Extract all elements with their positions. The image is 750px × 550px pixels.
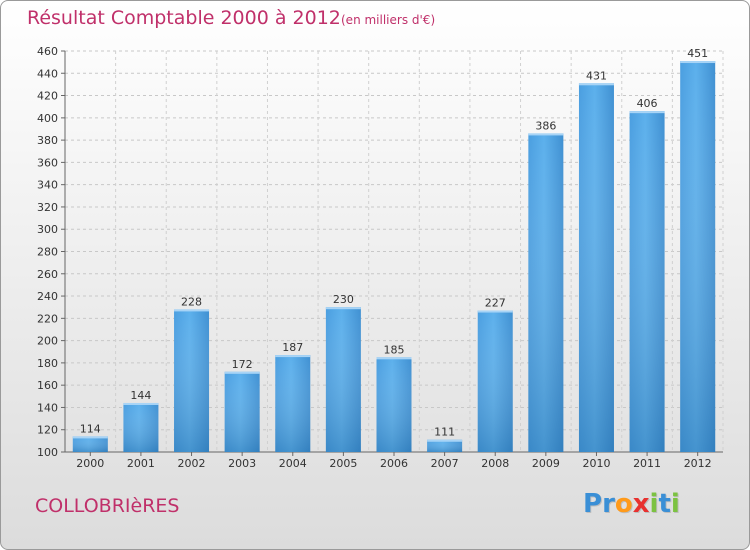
x-tick-label: 2012 (684, 457, 712, 470)
bar-top-highlight (376, 357, 412, 360)
y-tick-label: 260 (37, 268, 58, 281)
proxiti-logo: Proxiti (583, 489, 680, 519)
bar-top-highlight (275, 355, 311, 358)
x-tick-label: 2003 (228, 457, 256, 470)
data-label: 227 (485, 297, 506, 310)
chart-subtitle: (en milliers d'€) (341, 13, 436, 27)
y-tick-label: 420 (37, 90, 58, 103)
bar-shade (72, 436, 108, 452)
y-tick-label: 460 (37, 45, 58, 58)
data-label: 144 (130, 389, 151, 402)
bar-shade (123, 402, 159, 452)
bar-top-highlight (629, 111, 665, 114)
bar-top-highlight (123, 402, 159, 405)
bar-shade (174, 309, 210, 452)
x-tick-label: 2002 (178, 457, 206, 470)
data-label: 230 (333, 293, 354, 306)
x-tick-label: 2005 (329, 457, 357, 470)
data-label: 172 (232, 358, 253, 371)
x-tick-label: 2011 (633, 457, 661, 470)
logo-letter: i (670, 489, 680, 519)
bar-top-highlight (224, 371, 260, 374)
data-label: 185 (384, 343, 405, 356)
bar-top-highlight (174, 309, 210, 312)
x-tick-label: 2007 (431, 457, 459, 470)
logo-letter: x (632, 489, 650, 519)
y-tick-label: 140 (37, 401, 58, 414)
bar-shade (275, 355, 311, 452)
bar-shade (528, 133, 564, 452)
y-tick-label: 380 (37, 134, 58, 147)
y-tick-label: 120 (37, 424, 58, 437)
y-tick-label: 320 (37, 201, 58, 214)
logo-letter: o (614, 489, 633, 519)
x-tick-label: 2000 (76, 457, 104, 470)
bar-top-highlight (72, 436, 108, 439)
bar-shade (376, 357, 412, 452)
bar-top-highlight (680, 61, 716, 64)
y-tick-label: 220 (37, 312, 58, 325)
x-tick-label: 2008 (481, 457, 509, 470)
bar-shade (427, 439, 463, 452)
y-tick-label: 340 (37, 179, 58, 192)
logo-letter: i (649, 489, 659, 519)
bar-top-highlight (578, 83, 614, 86)
data-label: 111 (434, 426, 455, 439)
bar-shade (224, 371, 260, 452)
bar-shade (680, 61, 716, 453)
y-tick-label: 240 (37, 290, 58, 303)
y-tick-label: 200 (37, 335, 58, 348)
bar-shade (578, 83, 614, 452)
y-tick-label: 360 (37, 156, 58, 169)
bar-top-highlight (427, 439, 463, 442)
y-tick-label: 440 (37, 67, 58, 80)
y-tick-label: 300 (37, 223, 58, 236)
y-tick-label: 100 (37, 446, 58, 459)
bar-top-highlight (528, 133, 564, 136)
data-label: 386 (535, 119, 556, 132)
x-tick-label: 2009 (532, 457, 560, 470)
y-tick-label: 160 (37, 379, 58, 392)
bar-shade (477, 310, 513, 452)
x-tick-label: 2010 (582, 457, 610, 470)
x-tick-label: 2006 (380, 457, 408, 470)
bar-top-highlight (477, 310, 513, 313)
logo-letter: P (583, 489, 603, 519)
x-tick-label: 2004 (279, 457, 307, 470)
bar-shade (325, 307, 361, 452)
commune-name: COLLOBRIèRES (35, 495, 180, 517)
y-tick-label: 180 (37, 357, 58, 370)
data-label: 228 (181, 295, 202, 308)
x-tick-label: 2001 (127, 457, 155, 470)
logo-letter: r (602, 489, 615, 519)
data-label: 406 (637, 97, 658, 110)
bar-shade (629, 111, 665, 453)
y-tick-label: 400 (37, 112, 58, 125)
data-label: 451 (687, 47, 708, 60)
logo-letter: t (658, 489, 671, 519)
bar-top-highlight (325, 307, 361, 310)
data-label: 431 (586, 69, 607, 82)
data-label: 114 (80, 422, 101, 435)
y-tick-label: 280 (37, 246, 58, 259)
data-label: 187 (282, 341, 303, 354)
chart-title: Résultat Comptable 2000 à 2012 (27, 7, 341, 29)
